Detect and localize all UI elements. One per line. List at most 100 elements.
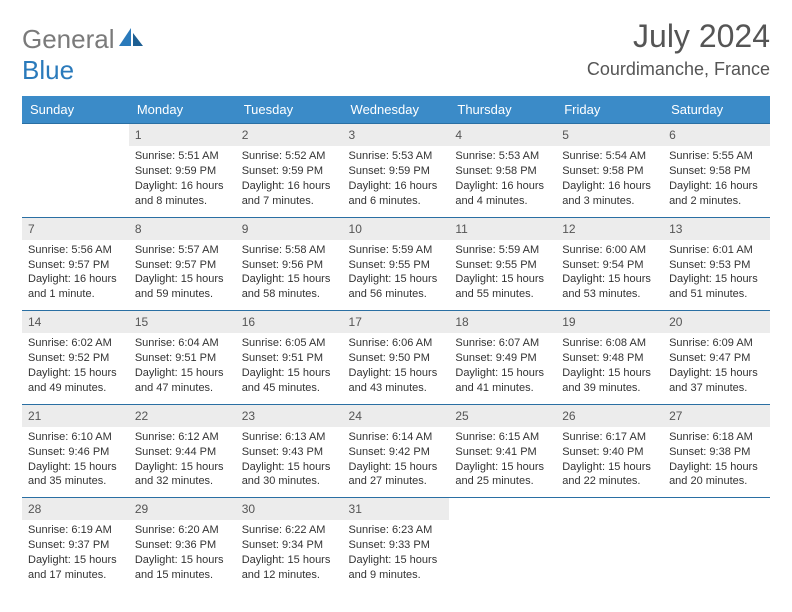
day-cell [556, 497, 663, 591]
day-cell: 21Sunrise: 6:10 AMSunset: 9:46 PMDayligh… [22, 404, 129, 498]
day-number: 4 [449, 123, 556, 146]
sunset-line: Sunset: 9:51 PM [242, 351, 337, 366]
day-number: 9 [236, 217, 343, 240]
sunset-line: Sunset: 9:42 PM [349, 445, 444, 460]
week-row: 1Sunrise: 5:51 AMSunset: 9:59 PMDaylight… [22, 123, 770, 217]
day-cell: 15Sunrise: 6:04 AMSunset: 9:51 PMDayligh… [129, 310, 236, 404]
weekday-friday: Friday [556, 96, 663, 123]
day-details: Sunrise: 6:12 AMSunset: 9:44 PMDaylight:… [129, 427, 236, 497]
day-cell: 28Sunrise: 6:19 AMSunset: 9:37 PMDayligh… [22, 497, 129, 591]
daylight-line: Daylight: 15 hours and 22 minutes. [562, 460, 657, 490]
day-details: Sunrise: 6:20 AMSunset: 9:36 PMDaylight:… [129, 520, 236, 590]
sunset-line: Sunset: 9:57 PM [135, 258, 230, 273]
sunrise-line: Sunrise: 6:18 AM [669, 430, 764, 445]
location: Courdimanche, France [587, 59, 770, 80]
day-cell [449, 497, 556, 591]
sunrise-line: Sunrise: 6:22 AM [242, 523, 337, 538]
day-cell: 5Sunrise: 5:54 AMSunset: 9:58 PMDaylight… [556, 123, 663, 217]
sunrise-line: Sunrise: 6:08 AM [562, 336, 657, 351]
daylight-line: Daylight: 15 hours and 55 minutes. [455, 272, 550, 302]
day-details: Sunrise: 5:58 AMSunset: 9:56 PMDaylight:… [236, 240, 343, 310]
sunset-line: Sunset: 9:58 PM [455, 164, 550, 179]
day-number [449, 497, 556, 504]
daylight-line: Daylight: 15 hours and 53 minutes. [562, 272, 657, 302]
sunset-line: Sunset: 9:44 PM [135, 445, 230, 460]
day-number: 7 [22, 217, 129, 240]
sunrise-line: Sunrise: 5:59 AM [349, 243, 444, 258]
day-number: 12 [556, 217, 663, 240]
day-number: 31 [343, 497, 450, 520]
day-number: 22 [129, 404, 236, 427]
day-details: Sunrise: 5:53 AMSunset: 9:58 PMDaylight:… [449, 146, 556, 216]
sunrise-line: Sunrise: 5:57 AM [135, 243, 230, 258]
day-details: Sunrise: 6:02 AMSunset: 9:52 PMDaylight:… [22, 333, 129, 403]
daylight-line: Daylight: 15 hours and 35 minutes. [28, 460, 123, 490]
day-number: 17 [343, 310, 450, 333]
brand-first: General [22, 24, 115, 54]
day-details: Sunrise: 6:19 AMSunset: 9:37 PMDaylight:… [22, 520, 129, 590]
sunrise-line: Sunrise: 5:59 AM [455, 243, 550, 258]
day-details [22, 130, 129, 192]
daylight-line: Daylight: 15 hours and 20 minutes. [669, 460, 764, 490]
daylight-line: Daylight: 15 hours and 58 minutes. [242, 272, 337, 302]
sunset-line: Sunset: 9:49 PM [455, 351, 550, 366]
day-details: Sunrise: 6:04 AMSunset: 9:51 PMDaylight:… [129, 333, 236, 403]
day-cell: 10Sunrise: 5:59 AMSunset: 9:55 PMDayligh… [343, 217, 450, 311]
day-details: Sunrise: 6:22 AMSunset: 9:34 PMDaylight:… [236, 520, 343, 590]
daylight-line: Daylight: 15 hours and 51 minutes. [669, 272, 764, 302]
daylight-line: Daylight: 15 hours and 27 minutes. [349, 460, 444, 490]
day-cell: 20Sunrise: 6:09 AMSunset: 9:47 PMDayligh… [663, 310, 770, 404]
sunset-line: Sunset: 9:33 PM [349, 538, 444, 553]
daylight-line: Daylight: 16 hours and 2 minutes. [669, 179, 764, 209]
sunset-line: Sunset: 9:59 PM [242, 164, 337, 179]
day-details: Sunrise: 6:17 AMSunset: 9:40 PMDaylight:… [556, 427, 663, 497]
day-number: 26 [556, 404, 663, 427]
sunrise-line: Sunrise: 6:02 AM [28, 336, 123, 351]
day-cell: 11Sunrise: 5:59 AMSunset: 9:55 PMDayligh… [449, 217, 556, 311]
day-number: 3 [343, 123, 450, 146]
daylight-line: Daylight: 15 hours and 25 minutes. [455, 460, 550, 490]
day-cell: 26Sunrise: 6:17 AMSunset: 9:40 PMDayligh… [556, 404, 663, 498]
sunrise-line: Sunrise: 6:04 AM [135, 336, 230, 351]
day-cell: 9Sunrise: 5:58 AMSunset: 9:56 PMDaylight… [236, 217, 343, 311]
day-number: 23 [236, 404, 343, 427]
week-row: 7Sunrise: 5:56 AMSunset: 9:57 PMDaylight… [22, 217, 770, 311]
day-number: 14 [22, 310, 129, 333]
sunrise-line: Sunrise: 6:06 AM [349, 336, 444, 351]
day-cell: 6Sunrise: 5:55 AMSunset: 9:58 PMDaylight… [663, 123, 770, 217]
day-details: Sunrise: 6:15 AMSunset: 9:41 PMDaylight:… [449, 427, 556, 497]
day-number: 20 [663, 310, 770, 333]
day-details: Sunrise: 6:06 AMSunset: 9:50 PMDaylight:… [343, 333, 450, 403]
day-details: Sunrise: 5:59 AMSunset: 9:55 PMDaylight:… [343, 240, 450, 310]
day-cell: 16Sunrise: 6:05 AMSunset: 9:51 PMDayligh… [236, 310, 343, 404]
day-cell: 18Sunrise: 6:07 AMSunset: 9:49 PMDayligh… [449, 310, 556, 404]
day-cell: 14Sunrise: 6:02 AMSunset: 9:52 PMDayligh… [22, 310, 129, 404]
sunset-line: Sunset: 9:51 PM [135, 351, 230, 366]
daylight-line: Daylight: 15 hours and 17 minutes. [28, 553, 123, 583]
sunset-line: Sunset: 9:50 PM [349, 351, 444, 366]
sunrise-line: Sunrise: 5:58 AM [242, 243, 337, 258]
day-cell: 4Sunrise: 5:53 AMSunset: 9:58 PMDaylight… [449, 123, 556, 217]
day-number: 8 [129, 217, 236, 240]
sunrise-line: Sunrise: 5:52 AM [242, 149, 337, 164]
day-cell: 13Sunrise: 6:01 AMSunset: 9:53 PMDayligh… [663, 217, 770, 311]
sunrise-line: Sunrise: 6:09 AM [669, 336, 764, 351]
sunset-line: Sunset: 9:46 PM [28, 445, 123, 460]
daylight-line: Daylight: 15 hours and 41 minutes. [455, 366, 550, 396]
sunrise-line: Sunrise: 6:00 AM [562, 243, 657, 258]
day-details: Sunrise: 6:18 AMSunset: 9:38 PMDaylight:… [663, 427, 770, 497]
daylight-line: Daylight: 16 hours and 1 minute. [28, 272, 123, 302]
day-cell: 7Sunrise: 5:56 AMSunset: 9:57 PMDaylight… [22, 217, 129, 311]
day-number: 1 [129, 123, 236, 146]
daylight-line: Daylight: 15 hours and 47 minutes. [135, 366, 230, 396]
day-number: 5 [556, 123, 663, 146]
daylight-line: Daylight: 15 hours and 43 minutes. [349, 366, 444, 396]
daylight-line: Daylight: 15 hours and 56 minutes. [349, 272, 444, 302]
sunset-line: Sunset: 9:37 PM [28, 538, 123, 553]
day-cell [663, 497, 770, 591]
day-details: Sunrise: 6:13 AMSunset: 9:43 PMDaylight:… [236, 427, 343, 497]
day-details: Sunrise: 6:00 AMSunset: 9:54 PMDaylight:… [556, 240, 663, 310]
day-number: 29 [129, 497, 236, 520]
day-details: Sunrise: 6:23 AMSunset: 9:33 PMDaylight:… [343, 520, 450, 590]
day-details: Sunrise: 5:52 AMSunset: 9:59 PMDaylight:… [236, 146, 343, 216]
